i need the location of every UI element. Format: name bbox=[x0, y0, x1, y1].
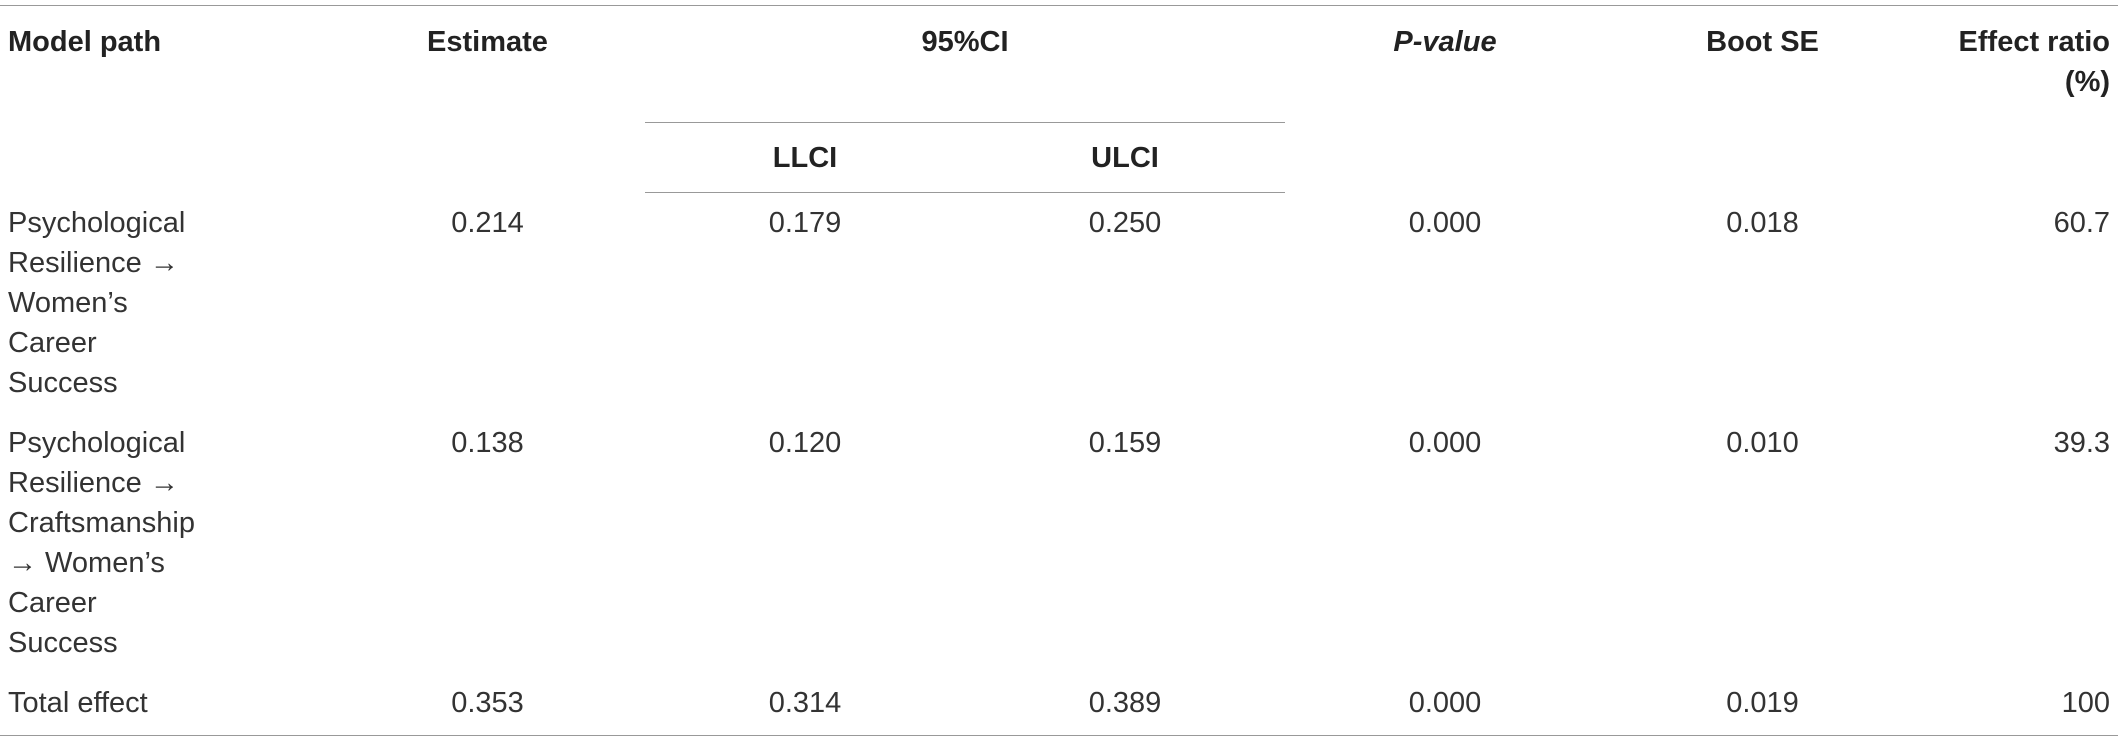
header-ulci: ULCI bbox=[965, 122, 1286, 193]
header-llci: LLCI bbox=[645, 122, 965, 193]
header-95ci-label: 95%CI bbox=[921, 26, 1009, 58]
mediation-effect-table: Model path Estimate 95%CI P-value Boot S… bbox=[0, 5, 2118, 736]
cell-estimate: 0.353 bbox=[330, 672, 645, 736]
header-row-1: Model path Estimate 95%CI P-value Boot S… bbox=[0, 5, 2118, 123]
table-row: Total effect 0.353 0.314 0.389 0.000 0.0… bbox=[0, 672, 2118, 736]
header-95ci: 95%CI bbox=[645, 6, 1286, 123]
cell-p-value: 0.000 bbox=[1408, 426, 1482, 459]
cell-ulci: 0.159 bbox=[1088, 426, 1162, 459]
cell-ulci: 0.250 bbox=[1088, 207, 1162, 239]
header-model-path: Model path bbox=[8, 26, 162, 58]
cell-effect-ratio: 39.3 bbox=[2053, 426, 2111, 459]
header-effect-ratio: Effect ratio (%) bbox=[1958, 26, 2111, 98]
ci-divider bbox=[645, 122, 1286, 123]
cell-boot-se: 0.019 bbox=[1605, 672, 1921, 736]
cell-llci: 0.314 bbox=[645, 672, 965, 736]
cell-model-path: Psychological Resilience → Women’s Caree… bbox=[8, 206, 186, 399]
table-row: Psychological Resilience → Craftsmanship… bbox=[0, 413, 2118, 673]
cell-ulci: 0.389 bbox=[965, 672, 1286, 736]
cell-llci: 0.120 bbox=[768, 426, 842, 459]
cell-boot-se: 0.010 bbox=[1726, 426, 1799, 459]
table-row: Psychological Resilience → Women’s Caree… bbox=[0, 193, 2118, 413]
cell-estimate: 0.138 bbox=[451, 426, 524, 459]
cell-effect-ratio: 60.7 bbox=[2053, 206, 2111, 239]
cell-llci: 0.179 bbox=[768, 207, 842, 239]
header-p-value: P-value bbox=[1393, 26, 1497, 58]
header-boot-se: Boot SE bbox=[1706, 26, 1819, 58]
cell-effect-ratio: 100 bbox=[1920, 672, 2118, 736]
cell-p-value: 0.000 bbox=[1408, 206, 1482, 239]
cell-model-path: Total effect bbox=[0, 672, 330, 736]
cell-p-value: 0.000 bbox=[1285, 672, 1606, 736]
header-estimate: Estimate bbox=[427, 26, 548, 58]
cell-estimate: 0.214 bbox=[451, 206, 524, 239]
header-row-2: LLCI ULCI bbox=[0, 122, 2118, 193]
cell-boot-se: 0.018 bbox=[1726, 206, 1799, 239]
cell-model-path: Psychological Resilience → Craftsmanship… bbox=[8, 426, 195, 659]
results-table-container: Model path Estimate 95%CI P-value Boot S… bbox=[0, 5, 2118, 736]
